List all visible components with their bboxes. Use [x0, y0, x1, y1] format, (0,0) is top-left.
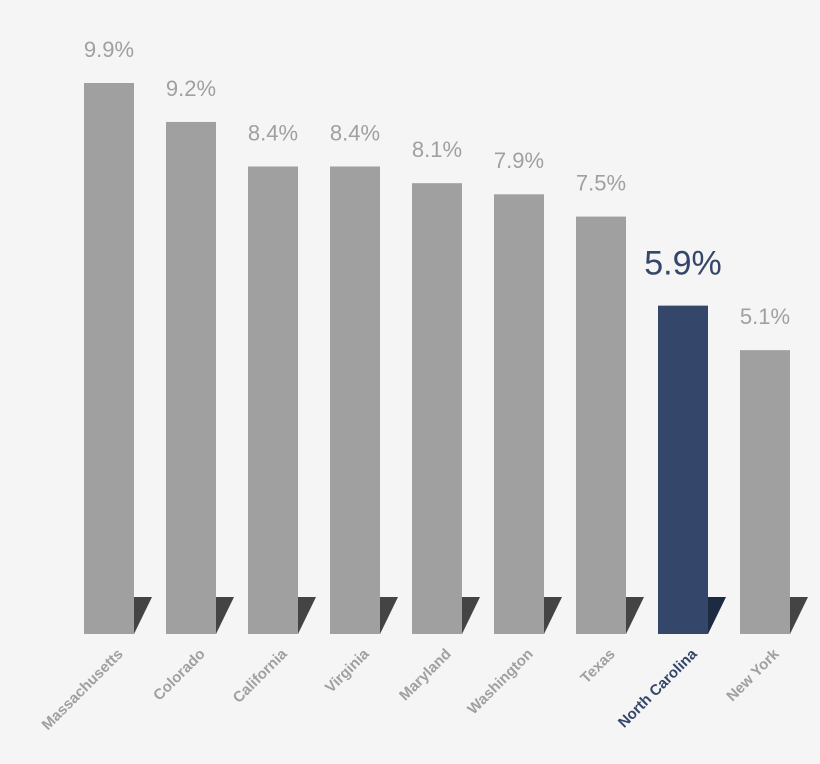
bar: [494, 194, 544, 635]
category-label: Colorado: [150, 646, 209, 705]
value-label: 9.2%: [166, 76, 216, 101]
category-label: Massachusetts: [39, 646, 127, 734]
bar: [166, 121, 216, 634]
value-label: 5.1%: [740, 304, 790, 329]
category-label: North Carolina: [615, 645, 701, 731]
bar: [330, 166, 380, 634]
bar-shadow: [298, 597, 316, 634]
value-label: 8.4%: [248, 120, 298, 145]
bar: [658, 305, 708, 634]
bar: [576, 216, 626, 635]
category-label: Virginia: [322, 645, 373, 696]
value-label: 7.5%: [576, 170, 626, 195]
bar-shadow: [216, 597, 234, 634]
bar: [412, 183, 462, 634]
value-label: 8.1%: [412, 137, 462, 162]
bar-shadow: [134, 597, 152, 634]
value-label: 5.9%: [644, 245, 722, 283]
bar: [740, 350, 790, 634]
category-label: Washington: [464, 646, 536, 718]
bar-shadow: [790, 597, 808, 634]
bar: [248, 166, 298, 634]
bar: [84, 83, 134, 634]
bar-shadow: [462, 597, 480, 634]
category-label: California: [230, 645, 291, 706]
value-label: 9.9%: [84, 37, 134, 62]
value-label: 7.9%: [494, 148, 544, 173]
bar-shadow: [544, 597, 562, 634]
category-label: Texas: [577, 646, 618, 687]
category-label: New York: [723, 645, 783, 705]
category-label: Maryland: [396, 646, 455, 705]
bar-shadow: [380, 597, 398, 634]
bar-shadow: [626, 597, 644, 634]
bar-shadow: [708, 597, 726, 634]
value-label: 8.4%: [330, 120, 380, 145]
